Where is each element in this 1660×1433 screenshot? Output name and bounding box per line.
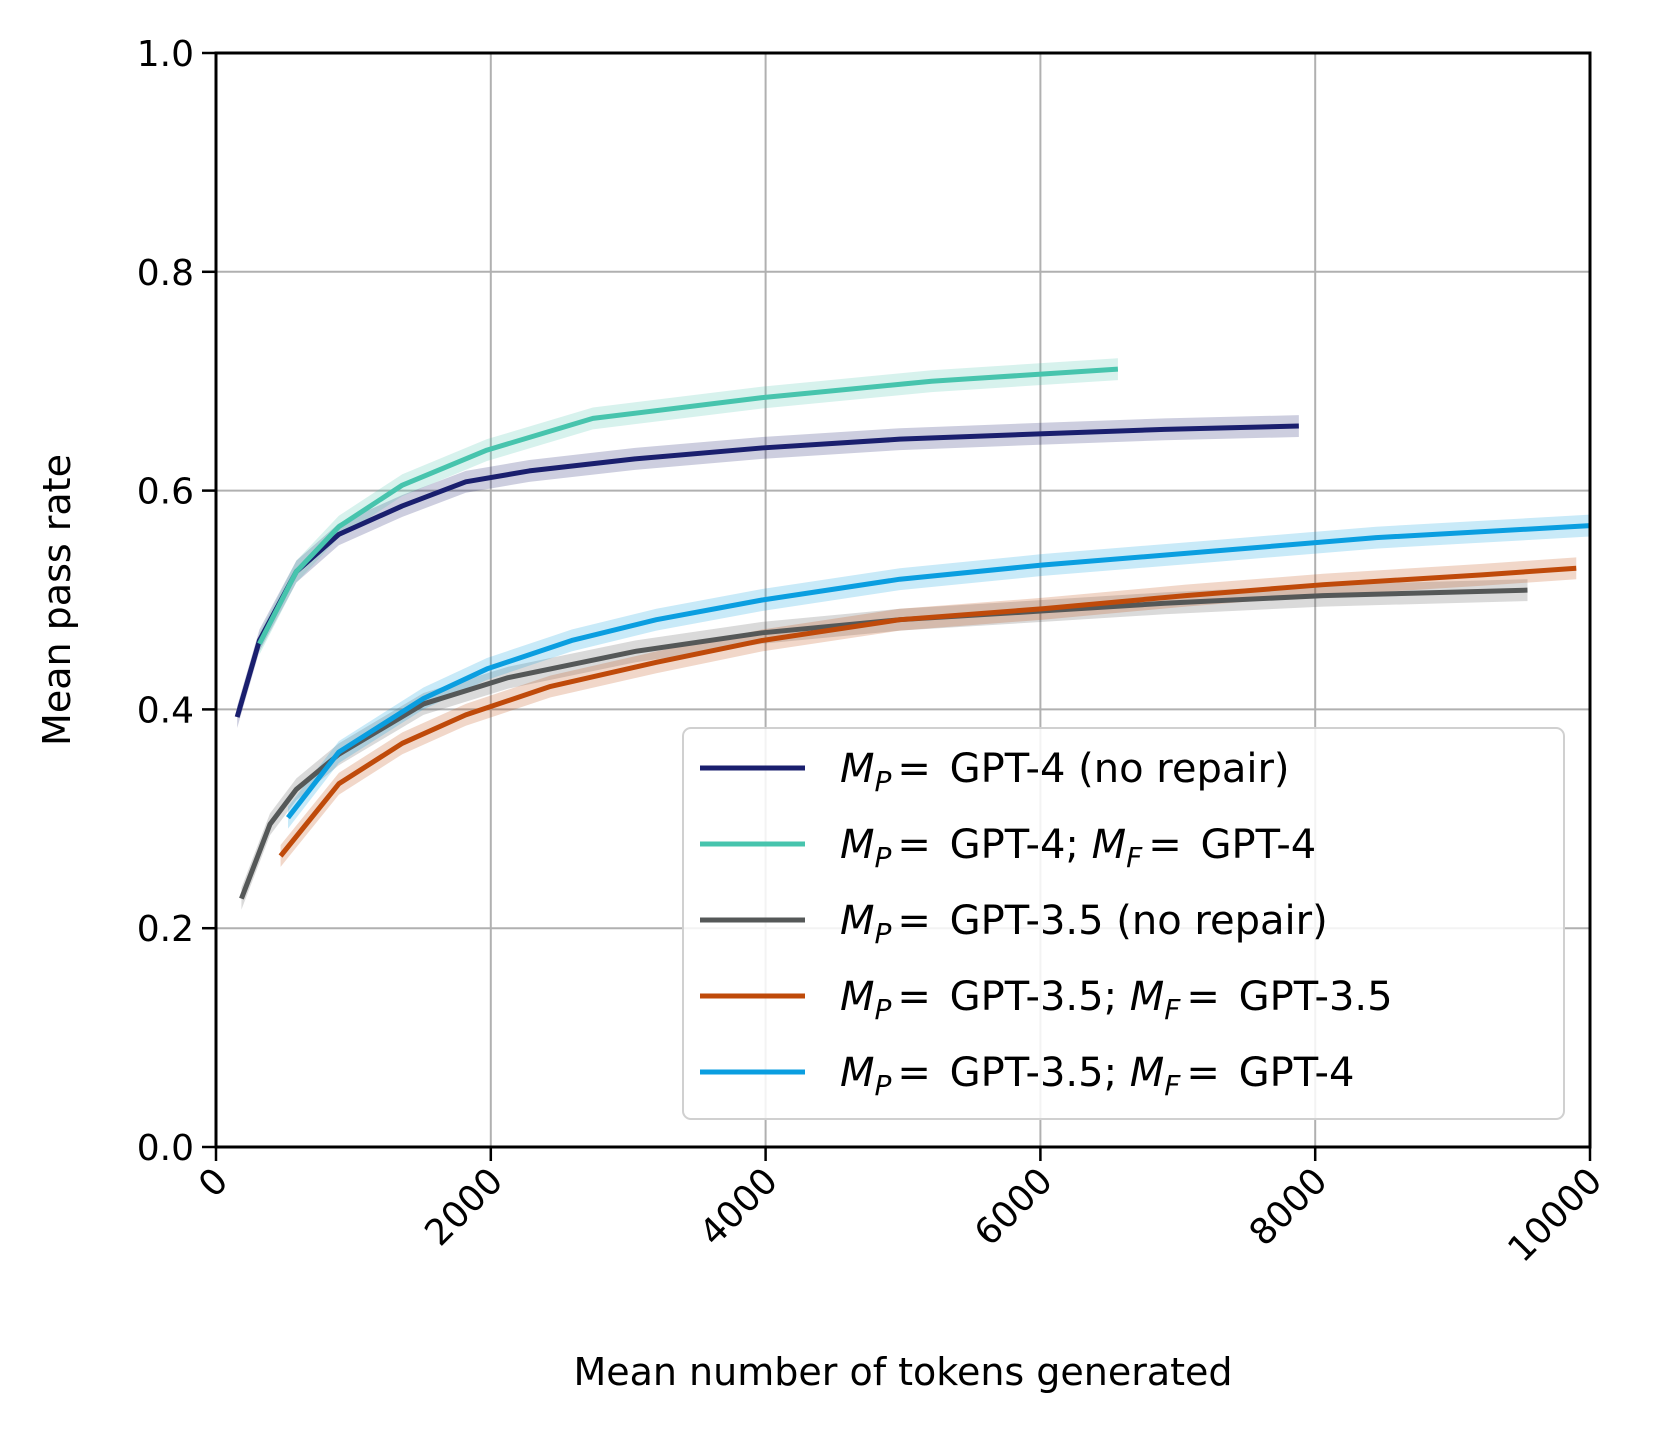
legend-label-part: F — [1164, 1069, 1181, 1102]
legend-entry: MP = GPT-4 (no repair) — [700, 746, 1290, 798]
x-tick-label: 10000 — [1500, 1160, 1610, 1270]
x-tick-label: 6000 — [967, 1160, 1061, 1254]
legend-label-part: M — [840, 822, 875, 868]
legend-label-part: M — [840, 746, 875, 792]
legend-label-part: = — [897, 974, 943, 1020]
legend-label-part: GPT-4 — [1200, 822, 1316, 868]
x-axis-label: Mean number of tokens generated — [573, 1350, 1232, 1394]
legend-label-part: M — [1130, 974, 1165, 1020]
legend-label-part: GPT-3.5 — [1239, 974, 1393, 1020]
legend-label: MP = GPT-3.5; MF = GPT-3.5 — [840, 974, 1393, 1026]
legend-label-part: M — [840, 1050, 875, 1096]
y-tick-label: 1.0 — [137, 34, 194, 75]
legend-label-part: M — [840, 898, 875, 944]
legend-entry: MP = GPT-3.5 (no repair) — [700, 898, 1328, 950]
y-tick-label: 0.6 — [137, 472, 194, 513]
legend-label-part: P — [875, 917, 892, 950]
legend-label-part: M — [840, 974, 875, 1020]
legend-label-part: = — [1148, 822, 1194, 868]
confidence-band — [241, 579, 1528, 910]
legend-label-part: F — [1126, 841, 1143, 874]
legend-label: MP = GPT-4 (no repair) — [840, 746, 1290, 798]
legend-entry: MP = GPT-3.5; MF = GPT-3.5 — [700, 974, 1393, 1026]
legend-label-part: GPT-4; — [950, 822, 1092, 868]
legend-label-part: P — [875, 1069, 892, 1102]
legend-label-part: P — [875, 841, 892, 874]
y-tick-label: 0.8 — [137, 253, 194, 294]
series-line — [257, 366, 1119, 645]
plot-frame — [214, 51, 1592, 1149]
legend-label-part: M — [1130, 1050, 1165, 1096]
legend-entry: MP = GPT-3.5; MF = GPT-4 — [700, 1050, 1354, 1102]
series-line — [286, 523, 1591, 820]
legend-label-part: = — [1186, 974, 1232, 1020]
legend-entry: MP = GPT-4; MF = GPT-4 — [700, 822, 1316, 874]
x-tick-label: 8000 — [1242, 1160, 1336, 1254]
legend-label-part: GPT-3.5; — [950, 1050, 1130, 1096]
legend-label-part: GPT-4 — [1239, 1050, 1355, 1096]
legend-label-part: GPT-3.5 (no repair) — [950, 898, 1328, 944]
legend-label-part: = — [897, 898, 943, 944]
legend-label: MP = GPT-3.5 (no repair) — [840, 898, 1328, 950]
legend-label: MP = GPT-3.5; MF = GPT-4 — [840, 1050, 1354, 1102]
series-line — [278, 565, 1577, 858]
legend-label-part: GPT-4 (no repair) — [950, 746, 1290, 792]
legend-box — [682, 727, 1565, 1120]
legend-label-part: = — [1186, 1050, 1232, 1096]
legend-label: MP = GPT-4; MF = GPT-4 — [840, 822, 1316, 874]
series-lines — [234, 366, 1591, 900]
x-tick-label: 0 — [191, 1160, 236, 1205]
legend-label-part: F — [1164, 993, 1181, 1026]
legend-label-part: = — [897, 822, 943, 868]
series-line — [239, 587, 1528, 900]
legend-label-part: P — [875, 993, 892, 1026]
legend-label-part: P — [875, 765, 892, 798]
y-axis-label: Mean pass rate — [35, 454, 79, 746]
confidence-band — [237, 415, 1299, 728]
legend-label-part: = — [897, 1050, 943, 1096]
legend-label-part: M — [1092, 822, 1127, 868]
y-tick-label: 0.4 — [137, 690, 194, 731]
y-tick-label: 0.2 — [137, 909, 194, 950]
x-tick-label: 2000 — [417, 1160, 511, 1254]
legend: MP = GPT-4 (no repair)MP = GPT-4; MF = GPT-… — [682, 727, 1565, 1120]
y-tick-label: 0.0 — [137, 1128, 194, 1169]
x-tick-label: 4000 — [692, 1160, 786, 1254]
legend-label-part: GPT-3.5; — [950, 974, 1130, 1020]
confidence-band — [259, 358, 1118, 655]
legend-label-part: = — [897, 746, 943, 792]
series-line — [234, 423, 1299, 718]
